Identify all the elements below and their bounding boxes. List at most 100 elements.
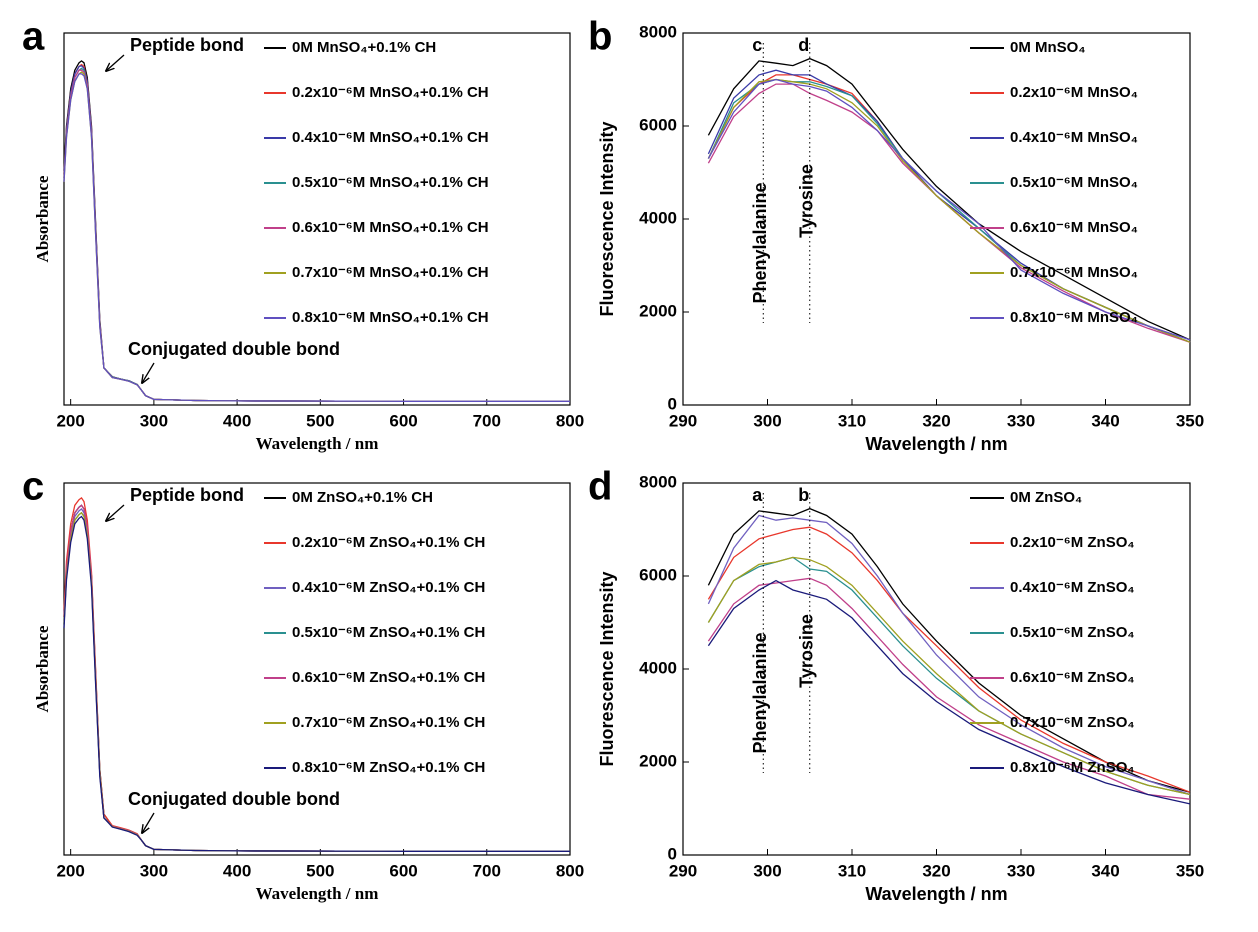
y-tick-label: 8000 (639, 472, 677, 491)
legend-label: 0.8x10⁻⁶M ZnSO₄+0.1% CH (292, 759, 485, 776)
plot-frame (63, 482, 571, 856)
x-tick-label: 500 (306, 861, 334, 880)
annotation: Peptide bond (130, 35, 244, 55)
marker-letter: b (798, 485, 809, 505)
y-tick-label: 2000 (639, 751, 677, 770)
x-tick-label: 320 (922, 861, 950, 880)
panel-label: b (588, 15, 612, 59)
legend-label: 0M MnSO₄+0.1% CH (292, 39, 436, 56)
legend-label: 0.2x10⁻⁶M MnSO₄+0.1% CH (292, 84, 489, 101)
y-tick-label: 2000 (639, 301, 677, 320)
legend-label: 0.6x10⁻⁶M MnSO₄+0.1% CH (292, 219, 489, 236)
x-tick-label: 800 (556, 411, 584, 430)
data-line (63, 73, 570, 402)
x-tick-label: 310 (838, 411, 866, 430)
y-tick-label: 0 (668, 394, 677, 413)
marker-label: Tyrosine (797, 164, 817, 238)
legend-label: 0.7x10⁻⁶M ZnSO₄ (1010, 714, 1135, 731)
panel-label: c (22, 465, 44, 509)
y-axis-label: Fluorescence Intensity (597, 571, 617, 766)
legend-label: 0.2x10⁻⁶M ZnSO₄+0.1% CH (292, 534, 485, 551)
legend-label: 0.8x10⁻⁶M MnSO₄ (1010, 309, 1138, 326)
annotation: Conjugated double bond (128, 789, 340, 809)
annotation: Conjugated double bond (128, 339, 340, 359)
legend-label: 0.5x10⁻⁶M ZnSO₄+0.1% CH (292, 624, 485, 641)
x-tick-label: 600 (389, 411, 417, 430)
x-tick-label: 300 (140, 411, 168, 430)
legend-label: 0M ZnSO₄+0.1% CH (292, 489, 433, 506)
legend-label: 0.7x10⁻⁶M ZnSO₄+0.1% CH (292, 714, 485, 731)
data-line (707, 78, 1191, 343)
marker-letter: c (752, 35, 762, 55)
data-line (707, 78, 1191, 343)
data-line (707, 57, 1191, 341)
legend-label: 0.5x10⁻⁶M MnSO₄ (1010, 174, 1138, 191)
plot-frame (63, 32, 571, 406)
data-line (707, 74, 1191, 343)
x-tick-label: 500 (306, 411, 334, 430)
data-line (707, 514, 1191, 796)
data-line (707, 83, 1191, 343)
x-tick-label: 340 (1091, 411, 1119, 430)
panel-label: a (22, 15, 45, 59)
legend-label: 0.6x10⁻⁶M MnSO₄ (1010, 219, 1138, 236)
x-tick-label: 400 (223, 861, 251, 880)
annotation: Peptide bond (130, 485, 244, 505)
marker-letter: a (752, 485, 763, 505)
x-tick-label: 600 (389, 861, 417, 880)
marker-label: Phenylalanine (750, 182, 770, 303)
x-tick-label: 330 (1007, 861, 1035, 880)
data-line (707, 78, 1191, 341)
x-axis-label: Wavelength / nm (256, 434, 379, 453)
x-tick-label: 800 (556, 861, 584, 880)
y-tick-label: 8000 (639, 22, 677, 41)
legend-label: 0M ZnSO₄ (1010, 489, 1082, 506)
y-tick-label: 4000 (639, 208, 677, 227)
y-axis-label: Absorbance (33, 625, 52, 712)
x-tick-label: 300 (140, 861, 168, 880)
annotation-arrow (142, 812, 155, 833)
annotation-arrow (106, 504, 125, 521)
legend-label: 0.5x10⁻⁶M MnSO₄+0.1% CH (292, 174, 489, 191)
legend-label: 0.4x10⁻⁶M ZnSO₄+0.1% CH (292, 579, 485, 596)
data-line (707, 507, 1191, 793)
legend-label: 0.7x10⁻⁶M MnSO₄ (1010, 264, 1138, 281)
marker-label: Phenylalanine (750, 632, 770, 753)
legend-label: 0.2x10⁻⁶M ZnSO₄ (1010, 534, 1135, 551)
annotation-arrow (142, 362, 155, 383)
y-tick-label: 4000 (639, 658, 677, 677)
marker-letter: d (798, 35, 809, 55)
legend-label: 0.4x10⁻⁶M MnSO₄+0.1% CH (292, 129, 489, 146)
x-tick-label: 290 (669, 861, 697, 880)
x-tick-label: 290 (669, 411, 697, 430)
x-axis-label: Wavelength / nm (865, 884, 1007, 904)
y-axis-label: Absorbance (33, 175, 52, 262)
x-tick-label: 330 (1007, 411, 1035, 430)
x-tick-label: 310 (838, 861, 866, 880)
legend-label: 0.8x10⁻⁶M MnSO₄+0.1% CH (292, 309, 489, 326)
marker-label: Tyrosine (797, 614, 817, 688)
y-axis-label: Fluorescence Intensity (597, 121, 617, 316)
data-line (707, 526, 1191, 793)
legend-label: 0.4x10⁻⁶M MnSO₄ (1010, 129, 1138, 146)
annotation-arrow (106, 54, 125, 71)
y-tick-label: 6000 (639, 115, 677, 134)
x-tick-label: 300 (753, 861, 781, 880)
x-tick-label: 200 (56, 861, 84, 880)
legend-label: 0M MnSO₄ (1010, 39, 1085, 56)
legend-label: 0.5x10⁻⁶M ZnSO₄ (1010, 624, 1135, 641)
x-axis-label: Wavelength / nm (256, 884, 379, 903)
x-tick-label: 350 (1176, 411, 1204, 430)
x-tick-label: 350 (1176, 861, 1204, 880)
x-axis-label: Wavelength / nm (865, 434, 1007, 454)
x-tick-label: 200 (56, 411, 84, 430)
x-tick-label: 700 (473, 861, 501, 880)
y-tick-label: 0 (668, 844, 677, 863)
panel-label: d (588, 465, 612, 509)
x-tick-label: 700 (473, 411, 501, 430)
x-tick-label: 320 (922, 411, 950, 430)
legend-label: 0.2x10⁻⁶M MnSO₄ (1010, 84, 1138, 101)
y-tick-label: 6000 (639, 565, 677, 584)
legend-label: 0.7x10⁻⁶M MnSO₄+0.1% CH (292, 264, 489, 281)
